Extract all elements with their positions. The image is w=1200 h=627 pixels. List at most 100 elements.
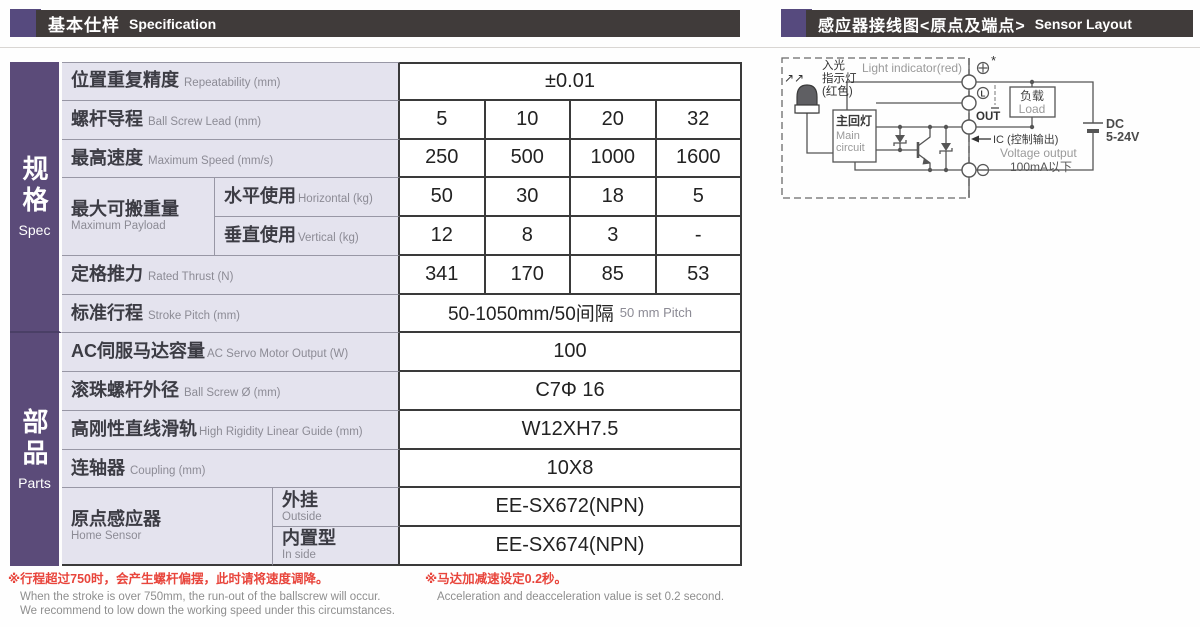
sidebar-parts-cn: 部品 <box>19 408 49 471</box>
cell-sensor-outside: EE-SX672(NPN) <box>400 488 742 528</box>
cell-stroke-pitch: 50-1050mm/50间隔 50 mm Pitch <box>400 294 742 334</box>
current-note-label: 100mA以下 <box>1010 160 1072 174</box>
header-title-en: Sensor Layout <box>1034 15 1132 32</box>
dc-label: DC <box>1106 117 1124 131</box>
cell-horizontal-2: 18 <box>571 178 657 218</box>
label-cn: AC伺服马达容量 <box>71 341 205 362</box>
label-cn: 内置型 <box>282 528 336 549</box>
ic-label: IC (控制输出) <box>993 132 1058 146</box>
terminal-l-letter: L <box>981 90 986 99</box>
label-en: Outside <box>282 510 322 523</box>
sidebar-parts-en: Parts <box>18 475 51 492</box>
terminal-star: * <box>991 55 996 68</box>
footnote-left: ※行程超过750时，会产生螺杆偏摆，此时请将速度调降。 When the str… <box>8 572 395 619</box>
footnote-right: ※马达加减速设定0.2秒。 Acceleration and deacceler… <box>425 572 724 604</box>
sensor-wiring-diagram: ↗↗ 主回灯 Main circuit 入光 指示灯 (红色) Light in… <box>781 55 1140 199</box>
label-cn: 原点感应器 <box>71 509 161 529</box>
light-arrows-icon: ↗↗ <box>784 71 804 85</box>
row-rated-thrust-label: 定格推力 Rated Thrust (N) <box>62 255 400 295</box>
sensor-layout-header: 感应器接线图<原点及端点> Sensor Layout <box>806 10 1193 37</box>
voltage-output-label: Voltage output <box>1000 146 1077 160</box>
label-cn: 滚珠螺杆外径 <box>71 380 179 401</box>
footnote-right-en: Acceleration and deacceleration value is… <box>437 591 725 603</box>
cell-lead-2: 20 <box>571 100 657 140</box>
cell-speed-0: 250 <box>400 139 486 179</box>
row-vertical-label: 垂直使用 Vertical (kg) <box>215 217 400 256</box>
cell-sensor-inside: EE-SX674(NPN) <box>400 527 742 566</box>
cell-thrust-1: 170 <box>485 255 571 295</box>
load-label-cn: 负载 <box>1020 89 1044 103</box>
label-en: Rated Thrust (N) <box>148 270 234 283</box>
cell-horizontal-1: 30 <box>485 178 571 218</box>
footnote-right-cn: ※马达加减速设定0.2秒。 <box>425 572 568 586</box>
header-title-cn: 基本仕样 <box>48 16 120 35</box>
terminal-l-icon <box>976 86 990 100</box>
label-en: Maximum Speed (mm/s) <box>148 154 274 167</box>
led-indicator-icon <box>794 84 820 114</box>
specification-header: 基本仕样 Specification <box>36 10 740 37</box>
label-cn: 垂直使用 <box>224 225 296 246</box>
label-en: Maximum Payload <box>71 220 166 233</box>
cell-thrust-2: 85 <box>571 255 657 295</box>
header-title-cn: 感应器接线图<原点及端点> <box>818 17 1026 35</box>
label-en: AC Servo Motor Output (W) <box>207 348 349 361</box>
led-label-line2: 指示灯 <box>822 71 857 85</box>
cell-servo-output: 100 <box>400 333 742 373</box>
row-linear-guide-label: 高刚性直线滑轨 High Rigidity Linear Guide (mm) <box>62 410 400 450</box>
ic-arrow-icon <box>971 135 991 143</box>
label-cn: 定格推力 <box>71 263 143 284</box>
main-circuit-label-en2: circuit <box>836 142 865 154</box>
stroke-value-sub: 50 mm Pitch <box>619 305 693 321</box>
cell-horizontal-0: 50 <box>400 178 486 218</box>
main-circuit-box <box>832 109 877 163</box>
sidebar-spec: 规格 Spec <box>10 62 62 334</box>
row-max-payload-label: 最大可搬重量 Maximum Payload <box>62 178 215 256</box>
sidebar-parts: 部品 Parts <box>10 333 62 566</box>
label-en: High Rigidity Linear Guide (mm) <box>199 425 363 438</box>
led-label-line3: (红色) <box>822 84 853 98</box>
header-title-en: Specification <box>129 15 217 32</box>
cell-lead-1: 10 <box>485 100 571 140</box>
main-circuit-label-cn: 主回灯 <box>836 113 872 128</box>
cell-lead-0: 5 <box>400 100 486 140</box>
zener-diode-icon <box>893 135 953 154</box>
transistor-icon <box>916 127 931 170</box>
row-horizontal-label: 水平使用 Horizontal (kg) <box>215 178 400 218</box>
row-ball-screw-lead-label: 螺杆导程 Ball Screw Lead (mm) <box>62 100 400 140</box>
label-en: Home Sensor <box>71 529 142 542</box>
terminal-circles <box>961 74 977 178</box>
cell-speed-2: 1000 <box>571 139 657 179</box>
row-max-speed-label: 最高速度 Maximum Speed (mm/s) <box>62 139 400 179</box>
cell-lead-3: 32 <box>656 100 742 140</box>
label-cn: 高刚性直线滑轨 <box>71 418 197 439</box>
row-servo-output-label: AC伺服马达容量 AC Servo Motor Output (W) <box>62 333 400 373</box>
cell-vertical-0: 12 <box>400 217 486 256</box>
footnote-left-cn: ※行程超过750时，会产生螺杆偏摆，此时请将速度调降。 <box>8 572 329 586</box>
cell-vertical-2: 3 <box>571 217 657 256</box>
terminal-plus-icon <box>976 61 990 75</box>
cell-vertical-1: 8 <box>485 217 571 256</box>
stroke-value-main: 50-1050mm/50间隔 <box>447 304 614 326</box>
label-cn: 螺杆导程 <box>71 108 143 129</box>
label-en: Ball Screw Ø (mm) <box>184 387 281 400</box>
specification-table: 规格 Spec 部品 Parts 位置重复精度 Repeatability (mm… <box>10 62 742 566</box>
row-repeatability-label: 位置重复精度 Repeatability (mm) <box>62 62 400 101</box>
label-en: Vertical (kg) <box>298 232 359 245</box>
row-stroke-pitch-label: 标准行程 Stroke Pitch (mm) <box>62 294 400 334</box>
out-terminal-label: OUT <box>976 111 1000 123</box>
label-cn: 位置重复精度 <box>71 70 179 91</box>
footnote-left-en2: We recommend to low down the working spe… <box>20 605 395 618</box>
cell-repeatability: ±0.01 <box>400 62 742 101</box>
row-sensor-inside-label: 内置型 In side <box>273 527 400 566</box>
label-en: In side <box>282 549 316 562</box>
label-cn: 外挂 <box>282 490 318 511</box>
label-cn: 最大可搬重量 <box>71 199 179 220</box>
label-en: Coupling (mm) <box>130 464 206 477</box>
load-box <box>1009 86 1056 118</box>
row-home-sensor-label: 原点感应器 Home Sensor <box>62 488 273 566</box>
cell-speed-1: 500 <box>485 139 571 179</box>
dc-voltage-label: 5-24V <box>1106 130 1140 144</box>
footnote-left-en1: When the stroke is over 750mm, the run-o… <box>20 591 381 603</box>
cell-horizontal-3: 5 <box>656 178 742 218</box>
